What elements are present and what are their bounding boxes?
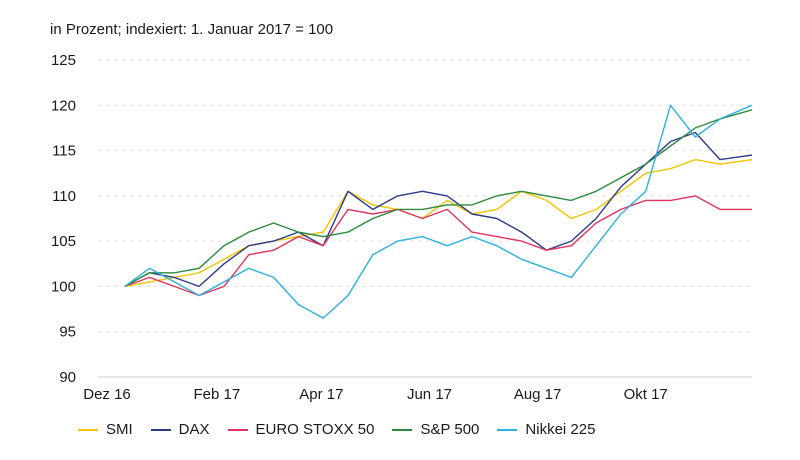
series-line-smi bbox=[124, 158, 753, 288]
chart-subtitle: in Prozent; indexiert: 1. Januar 2017 = … bbox=[50, 21, 334, 38]
legend-swatch bbox=[497, 428, 518, 431]
y-tick-label: 90 bbox=[59, 369, 76, 386]
y-tick-label: 115 bbox=[52, 143, 76, 160]
legend-swatch bbox=[78, 428, 98, 431]
legend-label: DAX bbox=[178, 421, 210, 438]
series-line-euro-stoxx-50 bbox=[124, 195, 752, 297]
legend-item-s-p-500: S&P 500 bbox=[392, 421, 479, 438]
x-tick-label: Feb 17 bbox=[194, 386, 241, 403]
y-tick-label: 95 bbox=[59, 324, 76, 341]
y-tick-label: 120 bbox=[51, 97, 76, 114]
legend-swatch bbox=[227, 428, 248, 431]
grid-layer bbox=[98, 59, 752, 378]
x-tick-label: Okt 17 bbox=[624, 386, 668, 403]
legend-item-nikkei-225: Nikkei 225 bbox=[497, 421, 595, 438]
y-tick-label: 125 bbox=[51, 52, 76, 69]
axis-layer: 90 95 100 105 110 115 120 125 Dez 16 Feb 17 Apr 17… bbox=[51, 52, 668, 403]
x-tick-label: Dez 16 bbox=[83, 386, 131, 403]
legend: SMI DAX EURO STOXX 50 S&P 500 Nikkei 225 bbox=[78, 421, 613, 438]
series-line-s-p-500 bbox=[124, 109, 753, 288]
x-tick-label: Jun 17 bbox=[407, 386, 452, 403]
legend-item-smi: SMI bbox=[78, 421, 133, 438]
x-tick-label: Apr 17 bbox=[299, 386, 343, 403]
legend-label: SMI bbox=[106, 421, 133, 438]
y-tick-label: 100 bbox=[51, 278, 76, 295]
y-tick-label: 105 bbox=[51, 233, 76, 250]
line-chart: 90 95 100 105 110 115 120 125 Dez 16 Feb 17 Apr 17… bbox=[51, 52, 753, 403]
legend-item-dax: DAX bbox=[150, 421, 210, 438]
y-tick-label: 110 bbox=[52, 188, 76, 205]
series-line-dax bbox=[124, 131, 753, 288]
legend-swatch bbox=[392, 428, 413, 431]
legend-swatch bbox=[150, 428, 171, 431]
series-layer bbox=[124, 104, 753, 319]
legend-item-euro-stoxx-50: EURO STOXX 50 bbox=[227, 421, 375, 438]
series-line-nikkei-225 bbox=[124, 104, 753, 319]
x-tick-label: Aug 17 bbox=[514, 386, 562, 403]
legend-label: EURO STOXX 50 bbox=[255, 421, 375, 438]
legend-label: Nikkei 225 bbox=[525, 421, 596, 438]
legend-label: S&P 500 bbox=[420, 421, 480, 438]
